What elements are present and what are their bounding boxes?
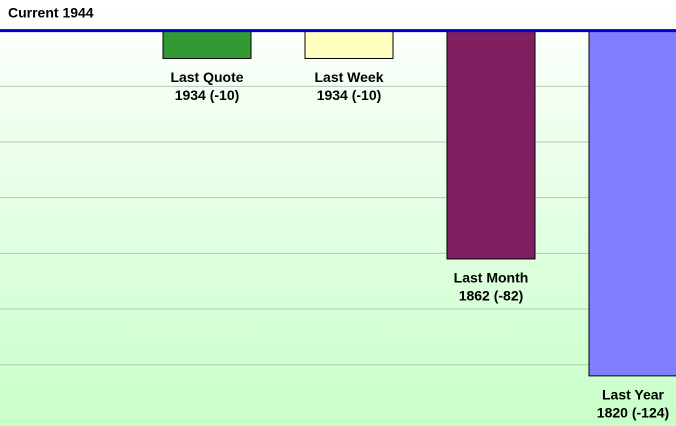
bar-category-label: Last Quote (170, 69, 243, 85)
bar (162, 30, 252, 59)
bar-value-label: 1934 (-10) (317, 87, 382, 103)
bar-category-label: Last Month (454, 270, 529, 286)
bar (446, 30, 536, 260)
bar-category-label: Last Year (602, 387, 665, 403)
bar (304, 30, 394, 59)
bar-category-label: Last Week (315, 69, 384, 85)
bar-value-label: 1862 (-82) (459, 288, 524, 304)
bar (588, 30, 676, 377)
bar-value-label: 1820 (-124) (597, 405, 669, 421)
bar-value-label: 1934 (-10) (175, 87, 240, 103)
current-label: Current 1944 (8, 5, 94, 21)
